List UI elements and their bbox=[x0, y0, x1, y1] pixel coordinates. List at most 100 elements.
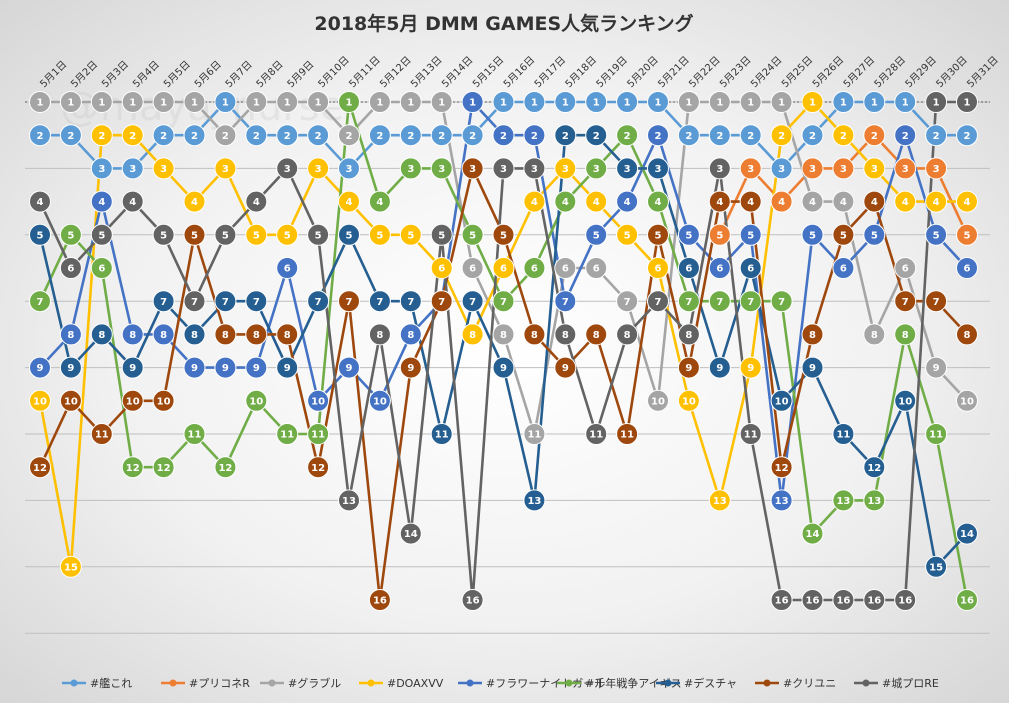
data-point: 3 bbox=[801, 157, 824, 180]
data-point: 5 bbox=[832, 223, 855, 246]
data-point-marker bbox=[708, 157, 731, 180]
data-point-marker bbox=[739, 190, 762, 213]
data-point-marker bbox=[677, 257, 700, 279]
data-label: 11 bbox=[280, 430, 294, 441]
data-label: 11 bbox=[188, 430, 202, 441]
data-point-marker bbox=[523, 91, 546, 113]
data-point: 2 bbox=[863, 124, 886, 147]
data-label: 10 bbox=[651, 396, 665, 407]
data-label: 5 bbox=[809, 230, 816, 241]
data-point-marker bbox=[832, 124, 855, 147]
data-point: 9 bbox=[708, 356, 731, 379]
data-point: 5 bbox=[739, 223, 762, 246]
data-point-marker bbox=[368, 190, 391, 213]
data-label: 4 bbox=[809, 197, 816, 208]
data-point: 13 bbox=[863, 489, 886, 512]
data-point: 10 bbox=[956, 389, 978, 412]
data-point-marker bbox=[770, 290, 793, 313]
data-point: 5 bbox=[29, 223, 51, 246]
data-label: 12 bbox=[775, 463, 789, 474]
data-label: 11 bbox=[95, 430, 109, 441]
data-label: 6 bbox=[562, 264, 569, 275]
data-point: 3 bbox=[461, 157, 484, 180]
data-label: 1 bbox=[469, 98, 476, 109]
data-point: 9 bbox=[338, 356, 360, 379]
data-point-marker bbox=[59, 323, 82, 346]
data-point-marker bbox=[956, 589, 978, 611]
data-point: 12 bbox=[152, 456, 175, 479]
data-point: 2 bbox=[739, 124, 762, 147]
data-point-marker bbox=[368, 124, 391, 147]
data-label: 6 bbox=[964, 264, 971, 275]
x-tick-label: 5月13日 bbox=[408, 54, 444, 90]
data-point-marker bbox=[925, 423, 948, 445]
data-point-marker bbox=[183, 124, 206, 147]
data-point: 1 bbox=[585, 91, 608, 113]
data-point: 1 bbox=[121, 91, 144, 113]
data-label: 4 bbox=[902, 197, 909, 208]
data-point-marker bbox=[307, 223, 330, 246]
data-point-marker bbox=[956, 323, 978, 346]
data-point: 1 bbox=[925, 91, 948, 113]
data-point: 6 bbox=[492, 257, 515, 279]
data-point: 10 bbox=[894, 389, 917, 412]
legend-marker bbox=[268, 679, 276, 687]
data-point-marker bbox=[894, 323, 917, 346]
data-point: 3 bbox=[523, 157, 546, 180]
data-label: 4 bbox=[716, 197, 723, 208]
chart-title: 2018年5月 DMM GAMES人気ランキング bbox=[314, 12, 693, 35]
x-tick-label: 5月15日 bbox=[470, 54, 506, 90]
data-label: 12 bbox=[311, 463, 325, 474]
data-label: 12 bbox=[867, 463, 881, 474]
data-point-marker bbox=[245, 124, 268, 147]
data-point: 8 bbox=[956, 323, 978, 346]
data-point-marker bbox=[461, 91, 484, 113]
data-point-marker bbox=[461, 290, 484, 313]
data-label: 4 bbox=[98, 197, 105, 208]
data-point: 6 bbox=[956, 257, 978, 279]
data-point-marker bbox=[894, 589, 917, 611]
data-label: 1 bbox=[562, 98, 569, 109]
data-point: 7 bbox=[214, 290, 237, 313]
data-point: 1 bbox=[554, 91, 577, 113]
data-point-marker bbox=[739, 290, 762, 313]
data-point: 12 bbox=[29, 456, 51, 479]
data-point: 12 bbox=[770, 456, 793, 479]
data-point: 5 bbox=[152, 223, 175, 246]
data-label: 2 bbox=[315, 131, 322, 142]
data-point: 12 bbox=[214, 456, 237, 479]
data-label: 6 bbox=[593, 264, 600, 275]
data-label: 3 bbox=[562, 164, 569, 175]
data-point: 6 bbox=[90, 257, 113, 279]
data-point-marker bbox=[307, 91, 330, 113]
x-tick-label: 5月14日 bbox=[439, 54, 475, 90]
data-point-marker bbox=[956, 389, 978, 412]
data-label: 11 bbox=[620, 430, 634, 441]
data-point-marker bbox=[894, 190, 917, 213]
data-label: 3 bbox=[438, 164, 445, 175]
data-point: 5 bbox=[368, 223, 391, 246]
data-point-marker bbox=[863, 91, 886, 113]
data-label: 2 bbox=[160, 131, 167, 142]
data-point: 10 bbox=[368, 389, 391, 412]
data-label: 2 bbox=[964, 131, 971, 142]
data-point: 2 bbox=[90, 124, 113, 147]
legend-item: #デスチャ bbox=[656, 676, 737, 690]
data-point: 9 bbox=[801, 356, 824, 379]
data-label: 3 bbox=[315, 164, 322, 175]
legend-label: #DOAXVV bbox=[387, 677, 444, 690]
data-point-marker bbox=[492, 124, 515, 147]
data-point: 1 bbox=[152, 91, 175, 113]
data-point: 9 bbox=[245, 356, 268, 379]
data-point: 7 bbox=[152, 290, 175, 313]
data-point-marker bbox=[739, 223, 762, 246]
data-point: 4 bbox=[647, 190, 669, 213]
data-label: 10 bbox=[898, 396, 912, 407]
data-label: 10 bbox=[33, 396, 47, 407]
data-point-marker bbox=[59, 223, 82, 246]
data-point: 11 bbox=[183, 423, 206, 445]
data-point: 8 bbox=[183, 323, 206, 346]
data-point: 2 bbox=[925, 124, 948, 147]
data-label: 16 bbox=[466, 596, 480, 607]
data-point-marker bbox=[523, 190, 546, 213]
